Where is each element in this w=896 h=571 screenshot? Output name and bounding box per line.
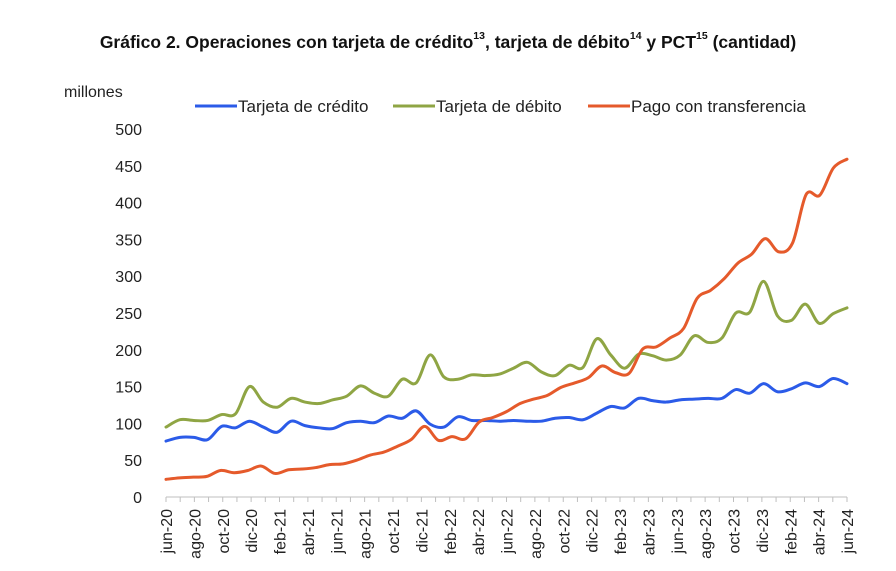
- x-tick-label: feb-24: [783, 509, 800, 554]
- y-tick-label: 200: [115, 343, 142, 360]
- y-tick-label: 450: [115, 159, 142, 176]
- legend-label: Tarjeta de crédito: [238, 97, 368, 116]
- y-tick-label: 150: [115, 380, 142, 397]
- y-tick-label: 500: [115, 122, 142, 139]
- x-tick-label: jun-22: [500, 509, 517, 555]
- x-tick-label: jun-23: [670, 509, 687, 555]
- y-tick-label: 0: [133, 490, 142, 507]
- legend-label: Tarjeta de débito: [436, 97, 562, 116]
- y-tick-label: 300: [115, 269, 142, 286]
- series-lines: [164, 157, 849, 481]
- y-tick-label: 50: [124, 453, 142, 470]
- x-tick-label: jun-21: [329, 509, 346, 555]
- x-tick-label: jun-20: [159, 509, 176, 555]
- y-tick-label: 250: [115, 306, 142, 323]
- x-tick-label: oct-21: [386, 509, 403, 554]
- x-tick-label: feb-22: [443, 509, 460, 554]
- x-tick-label: abr-23: [641, 509, 658, 555]
- y-axis: 0 50 100 150 200 250 300 350 400 450 500: [115, 122, 142, 507]
- x-axis: jun-20 ago-20 oct-20 dic-20 feb-21 abr-21 jun-…: [159, 496, 857, 559]
- x-tick-label: oct-22: [556, 509, 573, 554]
- x-tick-label: dic-20: [244, 509, 261, 553]
- series-line-pago-con-transferencia: [164, 157, 849, 481]
- chart-title: Gráfico 2. Operaciones con tarjeta de cr…: [99, 30, 797, 52]
- legend: Tarjeta de crédito Tarjeta de débito Pago …: [195, 97, 806, 116]
- x-tick-label: feb-21: [273, 509, 290, 554]
- series-line-tarjeta-de-credito: [164, 376, 849, 443]
- x-tick-label: abr-21: [301, 509, 318, 555]
- x-tick-label: abr-24: [812, 509, 829, 555]
- x-tick-label: jun-24: [840, 509, 857, 555]
- series-line-tarjeta-de-debito: [164, 279, 849, 429]
- legend-label: Pago con transferencia: [631, 97, 806, 116]
- x-tick-label: ago-20: [187, 509, 204, 559]
- x-tick-label: oct-20: [216, 509, 233, 554]
- x-tick-label: abr-22: [471, 509, 488, 555]
- x-tick-label: feb-23: [613, 509, 630, 554]
- x-tick-label: dic-23: [755, 509, 772, 553]
- x-tick-label: dic-22: [585, 509, 602, 553]
- x-tick-label: oct-23: [727, 509, 744, 554]
- y-tick-label: 400: [115, 196, 142, 213]
- y-tick-label: 350: [115, 232, 142, 249]
- x-tick-label: dic-21: [414, 509, 431, 553]
- x-tick-label: ago-23: [698, 509, 715, 559]
- y-tick-label: 100: [115, 416, 142, 433]
- x-tick-label: ago-22: [528, 509, 545, 559]
- y-axis-unit-label: millones: [64, 84, 123, 101]
- x-tick-label: ago-21: [358, 509, 375, 559]
